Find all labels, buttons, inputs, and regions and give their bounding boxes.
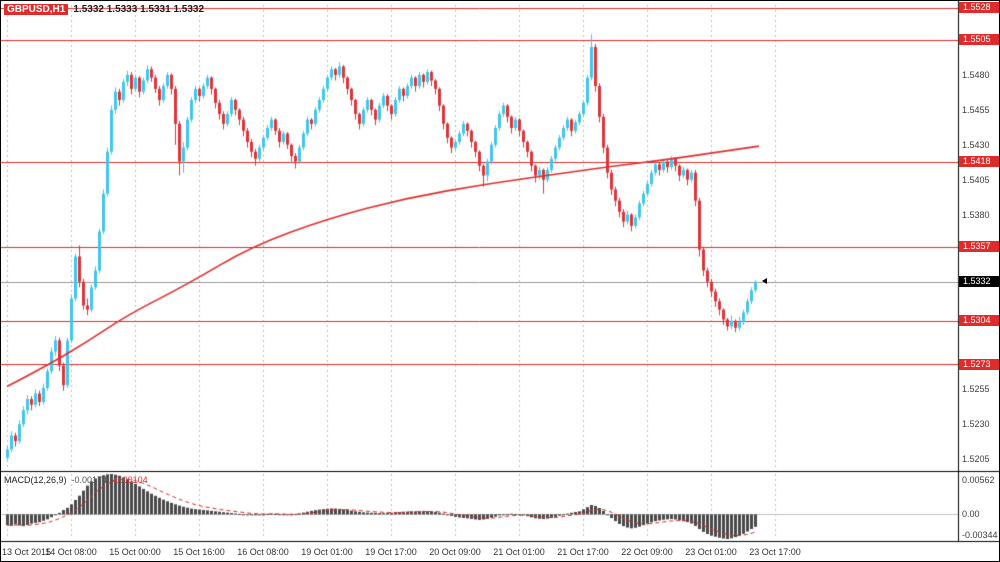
- y-axis-tick: 1.5405: [962, 174, 990, 185]
- x-axis-label: 19 Oct 17:00: [365, 547, 417, 557]
- bid-price-badge: 1.5332: [959, 276, 999, 288]
- x-axis-label: 20 Oct 09:00: [429, 547, 481, 557]
- hline-price-badge: 1.5418: [959, 156, 999, 168]
- last-price-arrow-icon: [759, 278, 767, 285]
- macd-title: MACD(12,26,9): [4, 475, 67, 485]
- y-axis-tick: 1.5430: [962, 139, 990, 150]
- x-axis-label: 15 Oct 00:00: [109, 547, 161, 557]
- hline-price-badge: 1.5273: [959, 358, 999, 370]
- y-axis-tick: 1.5455: [962, 104, 990, 115]
- hline-price-badge: 1.5528: [959, 2, 999, 14]
- macd-axis-label: 0.00: [962, 509, 980, 520]
- x-axis-label: 14 Oct 08:00: [45, 547, 97, 557]
- y-axis-tick: 1.5380: [962, 209, 990, 220]
- x-axis-label: 15 Oct 16:00: [173, 547, 225, 557]
- macd-signal-value: -0.00104: [112, 475, 148, 485]
- macd-indicator-label: MACD(12,26,9) -0.00174 -0.00104: [4, 475, 148, 485]
- symbol-period-badge: GBPUSD,H1: [4, 4, 69, 15]
- y-axis-tick: 1.5230: [962, 419, 990, 430]
- x-axis-label: 23 Oct 01:00: [685, 547, 737, 557]
- y-axis-tick: 1.5205: [962, 454, 990, 465]
- macd-axis-label: -0.00344: [962, 530, 998, 540]
- x-axis-label: 19 Oct 01:00: [301, 547, 353, 557]
- ohlc-values: 1.5332 1.5333 1.5331 1.5332: [73, 4, 205, 15]
- x-axis-label: 21 Oct 01:00: [493, 547, 545, 557]
- y-axis-tick: 1.5480: [962, 69, 990, 80]
- chart-header: GBPUSD,H1 1.5332 1.5333 1.5331 1.5332: [4, 4, 204, 15]
- x-axis-label: 16 Oct 08:00: [237, 547, 289, 557]
- hline-price-badge: 1.5357: [959, 241, 999, 253]
- macd-main-value: -0.00174: [71, 475, 108, 485]
- x-axis-label: 13 Oct 2015: [2, 547, 52, 557]
- x-axis-label: 21 Oct 17:00: [557, 547, 609, 557]
- macd-axis-label: 0.00562: [962, 475, 995, 485]
- x-axis-label: 22 Oct 09:00: [621, 547, 673, 557]
- hline-price-badge: 1.5505: [959, 34, 999, 46]
- hline-price-badge: 1.5304: [959, 315, 999, 327]
- y-axis-tick: 1.5255: [962, 384, 990, 395]
- x-axis-label: 23 Oct 17:00: [749, 547, 801, 557]
